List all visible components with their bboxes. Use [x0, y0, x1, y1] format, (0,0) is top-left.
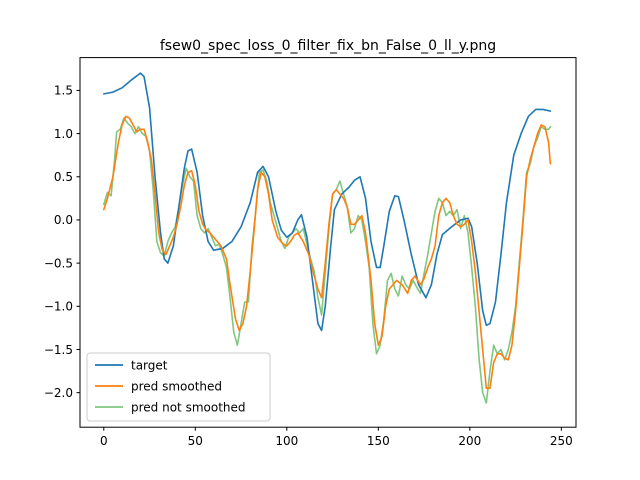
- x-tick-label: 250: [550, 434, 573, 448]
- legend-label-pred-not-smoothed: pred not smoothed: [131, 401, 246, 415]
- x-tick-label: 50: [188, 434, 203, 448]
- y-tick-label: −0.5: [44, 256, 73, 270]
- legend-label-target: target: [131, 359, 168, 373]
- y-tick-label: 1.5: [54, 84, 73, 98]
- legend-box: [86, 352, 271, 422]
- plot-frame: [79, 57, 577, 428]
- y-tick-label: 0.5: [54, 170, 73, 184]
- series-layer: [102, 72, 552, 404]
- x-tick-label: 150: [367, 434, 390, 448]
- y-tick-label: 1.0: [54, 127, 73, 141]
- y-tick-label: −2.0: [44, 386, 73, 400]
- x-tick-label: 0: [100, 434, 108, 448]
- legend: target pred smoothed pred not smoothed: [86, 352, 271, 422]
- y-axis-ticks: −2.0 −1.5 −1.0 −0.5 0.0 0.5 1.0 1.5: [44, 84, 80, 400]
- legend-label-pred-smoothed: pred smoothed: [131, 380, 222, 394]
- y-tick-label: 0.0: [54, 213, 73, 227]
- x-tick-label: 100: [275, 434, 298, 448]
- x-tick-label: 200: [458, 434, 481, 448]
- chart-title: fsew0_spec_loss_0_filter_fix_bn_False_0_…: [160, 38, 496, 54]
- x-axis-ticks: 0 50 100 150 200 250: [100, 427, 573, 448]
- y-tick-label: −1.5: [44, 343, 73, 357]
- series-line-target: [102, 72, 552, 332]
- y-tick-label: −1.0: [44, 300, 73, 314]
- series-line-pred-smoothed: [102, 115, 552, 390]
